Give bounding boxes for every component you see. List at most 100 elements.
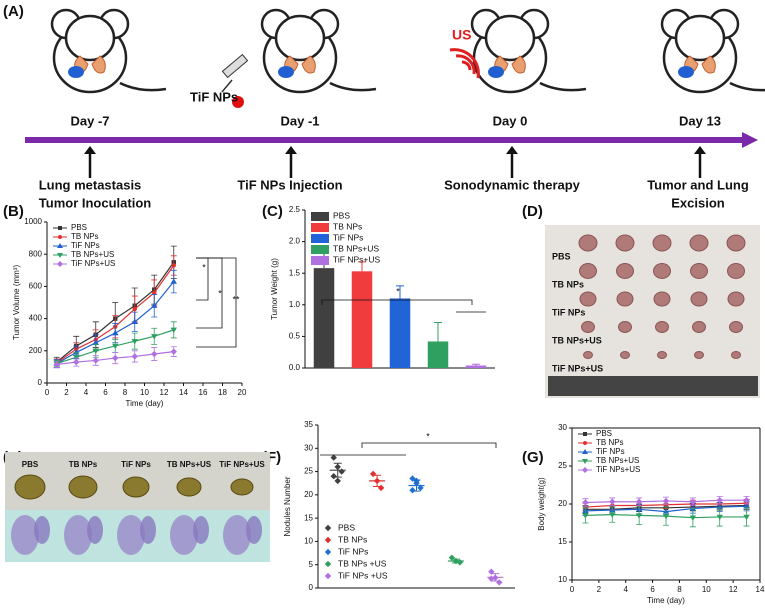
x-tick-label: 8: [123, 388, 128, 397]
legend-swatch: [311, 212, 329, 221]
data-point: [448, 554, 456, 561]
event-arrowheads: [84, 146, 706, 154]
error-bar: [412, 479, 421, 492]
significance-bracket: [321, 299, 473, 305]
data-point: [716, 514, 723, 521]
tumor: [581, 321, 595, 333]
tumor: [657, 351, 667, 359]
x-tick-label: 16: [199, 388, 208, 397]
y-tick-label: 0.0: [289, 363, 301, 372]
legend-marker: [58, 226, 62, 230]
tumor: [620, 351, 630, 359]
event-label: Excision: [671, 195, 725, 210]
lung: [14, 474, 46, 500]
event-label: TiF NPs Injection: [237, 177, 342, 192]
y-tick-label: 5: [309, 560, 314, 569]
tumor: [583, 351, 593, 359]
data-point: [152, 290, 157, 296]
legend-label: TB NPs: [71, 232, 99, 241]
tumor: [729, 321, 743, 333]
us-label: US: [452, 27, 471, 43]
day-label: Day 0: [493, 113, 528, 128]
legend-label: TiF NPs+US: [71, 259, 115, 268]
y-tick-label: 15: [558, 537, 567, 546]
x-tick-label: 2: [64, 388, 69, 397]
x-tick-label: 20: [238, 388, 247, 397]
x-tick-label: 14: [756, 585, 765, 594]
legend-label: TB NPs +US: [338, 558, 387, 568]
y-tick-label: 15: [304, 513, 313, 522]
tumor: [579, 291, 597, 307]
y-tick-label: 20: [304, 490, 313, 499]
data-point: [743, 503, 750, 509]
legend-swatch: [311, 223, 329, 232]
x-tick-label: 0: [570, 585, 575, 594]
data-point: [488, 575, 495, 582]
legend-swatch: [311, 234, 329, 243]
data-point: [338, 468, 345, 475]
legend-label: TB NPs: [338, 534, 367, 544]
event-label: Tumor and Lung: [647, 177, 749, 192]
legend-marker: [324, 524, 332, 532]
data-point: [53, 361, 60, 368]
data-point: [330, 473, 337, 480]
lung-section: [193, 516, 209, 544]
y-tick-label: 1000: [24, 217, 42, 226]
x-tick-label: 4: [623, 585, 628, 594]
bar: [465, 365, 487, 368]
x-tick-label: 12: [729, 585, 738, 594]
tumor: [690, 291, 708, 307]
data-point: [112, 329, 119, 336]
row-label: PBS: [552, 251, 571, 261]
y-tick-label: 600: [29, 282, 43, 291]
timeline-arrowhead: [742, 132, 758, 148]
error-bar: [451, 558, 460, 564]
error-bar: [491, 573, 500, 582]
data-point: [132, 306, 137, 312]
legend-label: TiF NPs: [596, 447, 625, 456]
legend-marker: [324, 560, 332, 568]
data-point: [112, 343, 119, 350]
syringe: [221, 53, 249, 108]
legend-marker: [324, 536, 332, 544]
row-label: TB NPs+US: [552, 335, 602, 345]
data-point: [73, 358, 80, 366]
y-tick-label: 0.5: [289, 332, 301, 341]
data-point: [488, 568, 495, 575]
tumor: [653, 291, 671, 307]
data-point: [716, 497, 723, 504]
lung-section: [34, 516, 50, 544]
significance-label: **: [232, 294, 240, 304]
tumor: [652, 234, 672, 252]
legend-label: TB NPs: [333, 221, 362, 231]
chart: 10 15 20 25 30 0 2 4 6 8 10 12 14 Time (day) Body weig…: [537, 423, 765, 605]
lung-section: [223, 515, 251, 555]
data-point: [151, 350, 158, 358]
data-point: [334, 477, 341, 485]
y-tick-label: 0: [309, 583, 314, 592]
x-tick-label: 10: [140, 388, 149, 397]
significance-label: *: [202, 262, 206, 272]
event-label: Tumor Inoculation: [39, 195, 151, 210]
x-tick-label: 6: [650, 585, 655, 594]
panel-label: (C): [262, 203, 283, 220]
data-point: [369, 470, 377, 478]
significance-label: *: [426, 431, 430, 441]
y-tick-label: 800: [29, 249, 43, 258]
data-point: [92, 348, 99, 354]
tumor: [618, 321, 632, 333]
data-point: [609, 512, 616, 518]
tumor: [694, 351, 704, 359]
x-tick-label: 2: [597, 585, 602, 594]
data-point: [92, 339, 99, 345]
bar: [389, 298, 411, 368]
x-axis-title: Time (day): [647, 596, 685, 605]
data-point: [689, 515, 697, 521]
error-bar: [358, 261, 366, 272]
data-point: [582, 513, 589, 519]
significance-label: *: [396, 286, 400, 296]
legend-marker: [583, 441, 587, 445]
data-point: [689, 505, 697, 511]
lung: [68, 475, 98, 499]
